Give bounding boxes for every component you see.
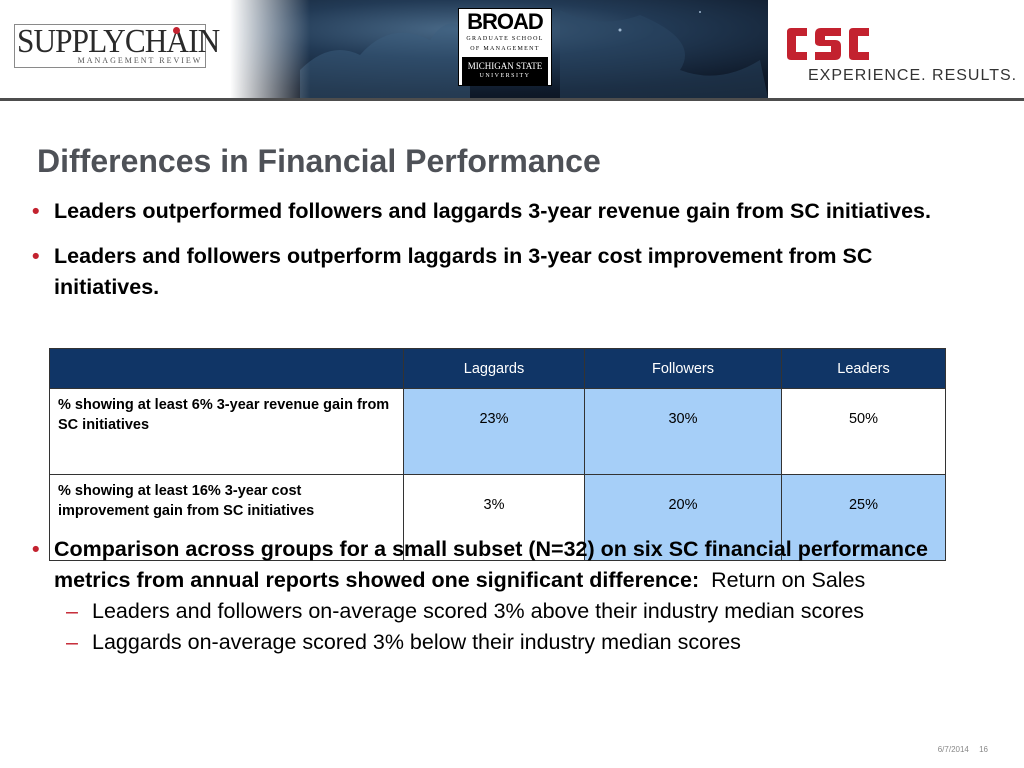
sub-bullet-item: – Laggards on-average scored 3% below th… [32,627,962,658]
footer-date: 6/7/2014 [937,745,969,754]
page-number: 16 [979,745,988,754]
logo-red-dot [173,27,180,34]
row-label: % showing at least 6% 3-year revenue gai… [49,388,404,475]
table-row: % showing at least 6% 3-year revenue gai… [49,388,946,475]
bullet-item: • Leaders and followers outperform lagga… [32,241,952,303]
supply-chain-logo: SUPPLYCHAIN MANAGEMENT REVIEW [14,24,220,68]
header-cell-laggards: Laggards [403,348,585,389]
csc-tagline: EXPERIENCE. RESULTS. [808,67,1018,84]
broad-logo-line3: OF MANAGEMENT [470,46,540,52]
supply-chain-logo-text: SUPPLYCHAIN [17,23,220,60]
broad-logo-line4: MICHIGAN STATE [467,61,543,71]
bullet-text: Leaders outperformed followers and lagga… [54,199,931,223]
cell-leaders: 25% [781,474,946,561]
csc-logo [787,28,869,60]
bullet-item: • Leaders outperformed followers and lag… [32,196,952,227]
cell-laggards: 3% [403,474,585,561]
header-banner: SUPPLYCHAIN MANAGEMENT REVIEW BROAD GRAD… [0,0,1024,98]
broad-logo-title: BROAD [467,9,544,34]
header-divider [0,98,1024,101]
bullet-item: • Comparison across groups for a small s… [32,534,962,596]
slide-title: Differences in Financial Performance [37,143,601,179]
slide-footer: 6/7/2014 16 [930,745,988,754]
bullet-text-normal: Return on Sales [711,568,866,592]
sub-bullet-item: – Leaders and followers on-average score… [32,596,962,627]
table-row: % showing at least 16% 3-year cost impro… [49,474,946,561]
cell-laggards: 23% [403,388,585,475]
sub-bullet-text: Leaders and followers on-average scored … [92,599,865,623]
sub-bullet-mark: – [66,599,78,623]
header-cell-empty [49,348,404,389]
bullet-text: Leaders and followers outperform laggard… [54,244,873,299]
cell-leaders: 50% [781,388,946,475]
bullet-mark: • [32,199,40,223]
bullet-text-bold: Comparison across groups for a small sub… [54,537,928,592]
cell-followers: 30% [584,388,782,475]
msu-block: MICHIGAN STATE UNIVERSITY [462,57,548,85]
broad-logo-line5: UNIVERSITY [479,73,531,79]
sub-bullet-text: Laggards on-average scored 3% below thei… [92,630,741,654]
broad-logo-line2: GRADUATE SCHOOL [466,36,544,42]
header-cell-leaders: Leaders [781,348,946,389]
header-cell-followers: Followers [584,348,782,389]
bullet-mark: • [32,537,40,561]
cell-followers: 20% [584,474,782,561]
sub-bullet-mark: – [66,630,78,654]
bullet-mark: • [32,244,40,268]
table-header-row: Laggards Followers Leaders [49,348,946,389]
bullet-list-lower: • Comparison across groups for a small s… [32,534,962,658]
performance-table: Laggards Followers Leaders % showing at … [49,348,946,561]
broad-school-logo: BROAD GRADUATE SCHOOL OF MANAGEMENT MICH… [458,8,552,86]
bullet-list: • Leaders outperformed followers and lag… [32,196,952,303]
supply-chain-logo-sub: MANAGEMENT REVIEW [77,56,203,65]
row-label: % showing at least 16% 3-year cost impro… [49,474,404,561]
